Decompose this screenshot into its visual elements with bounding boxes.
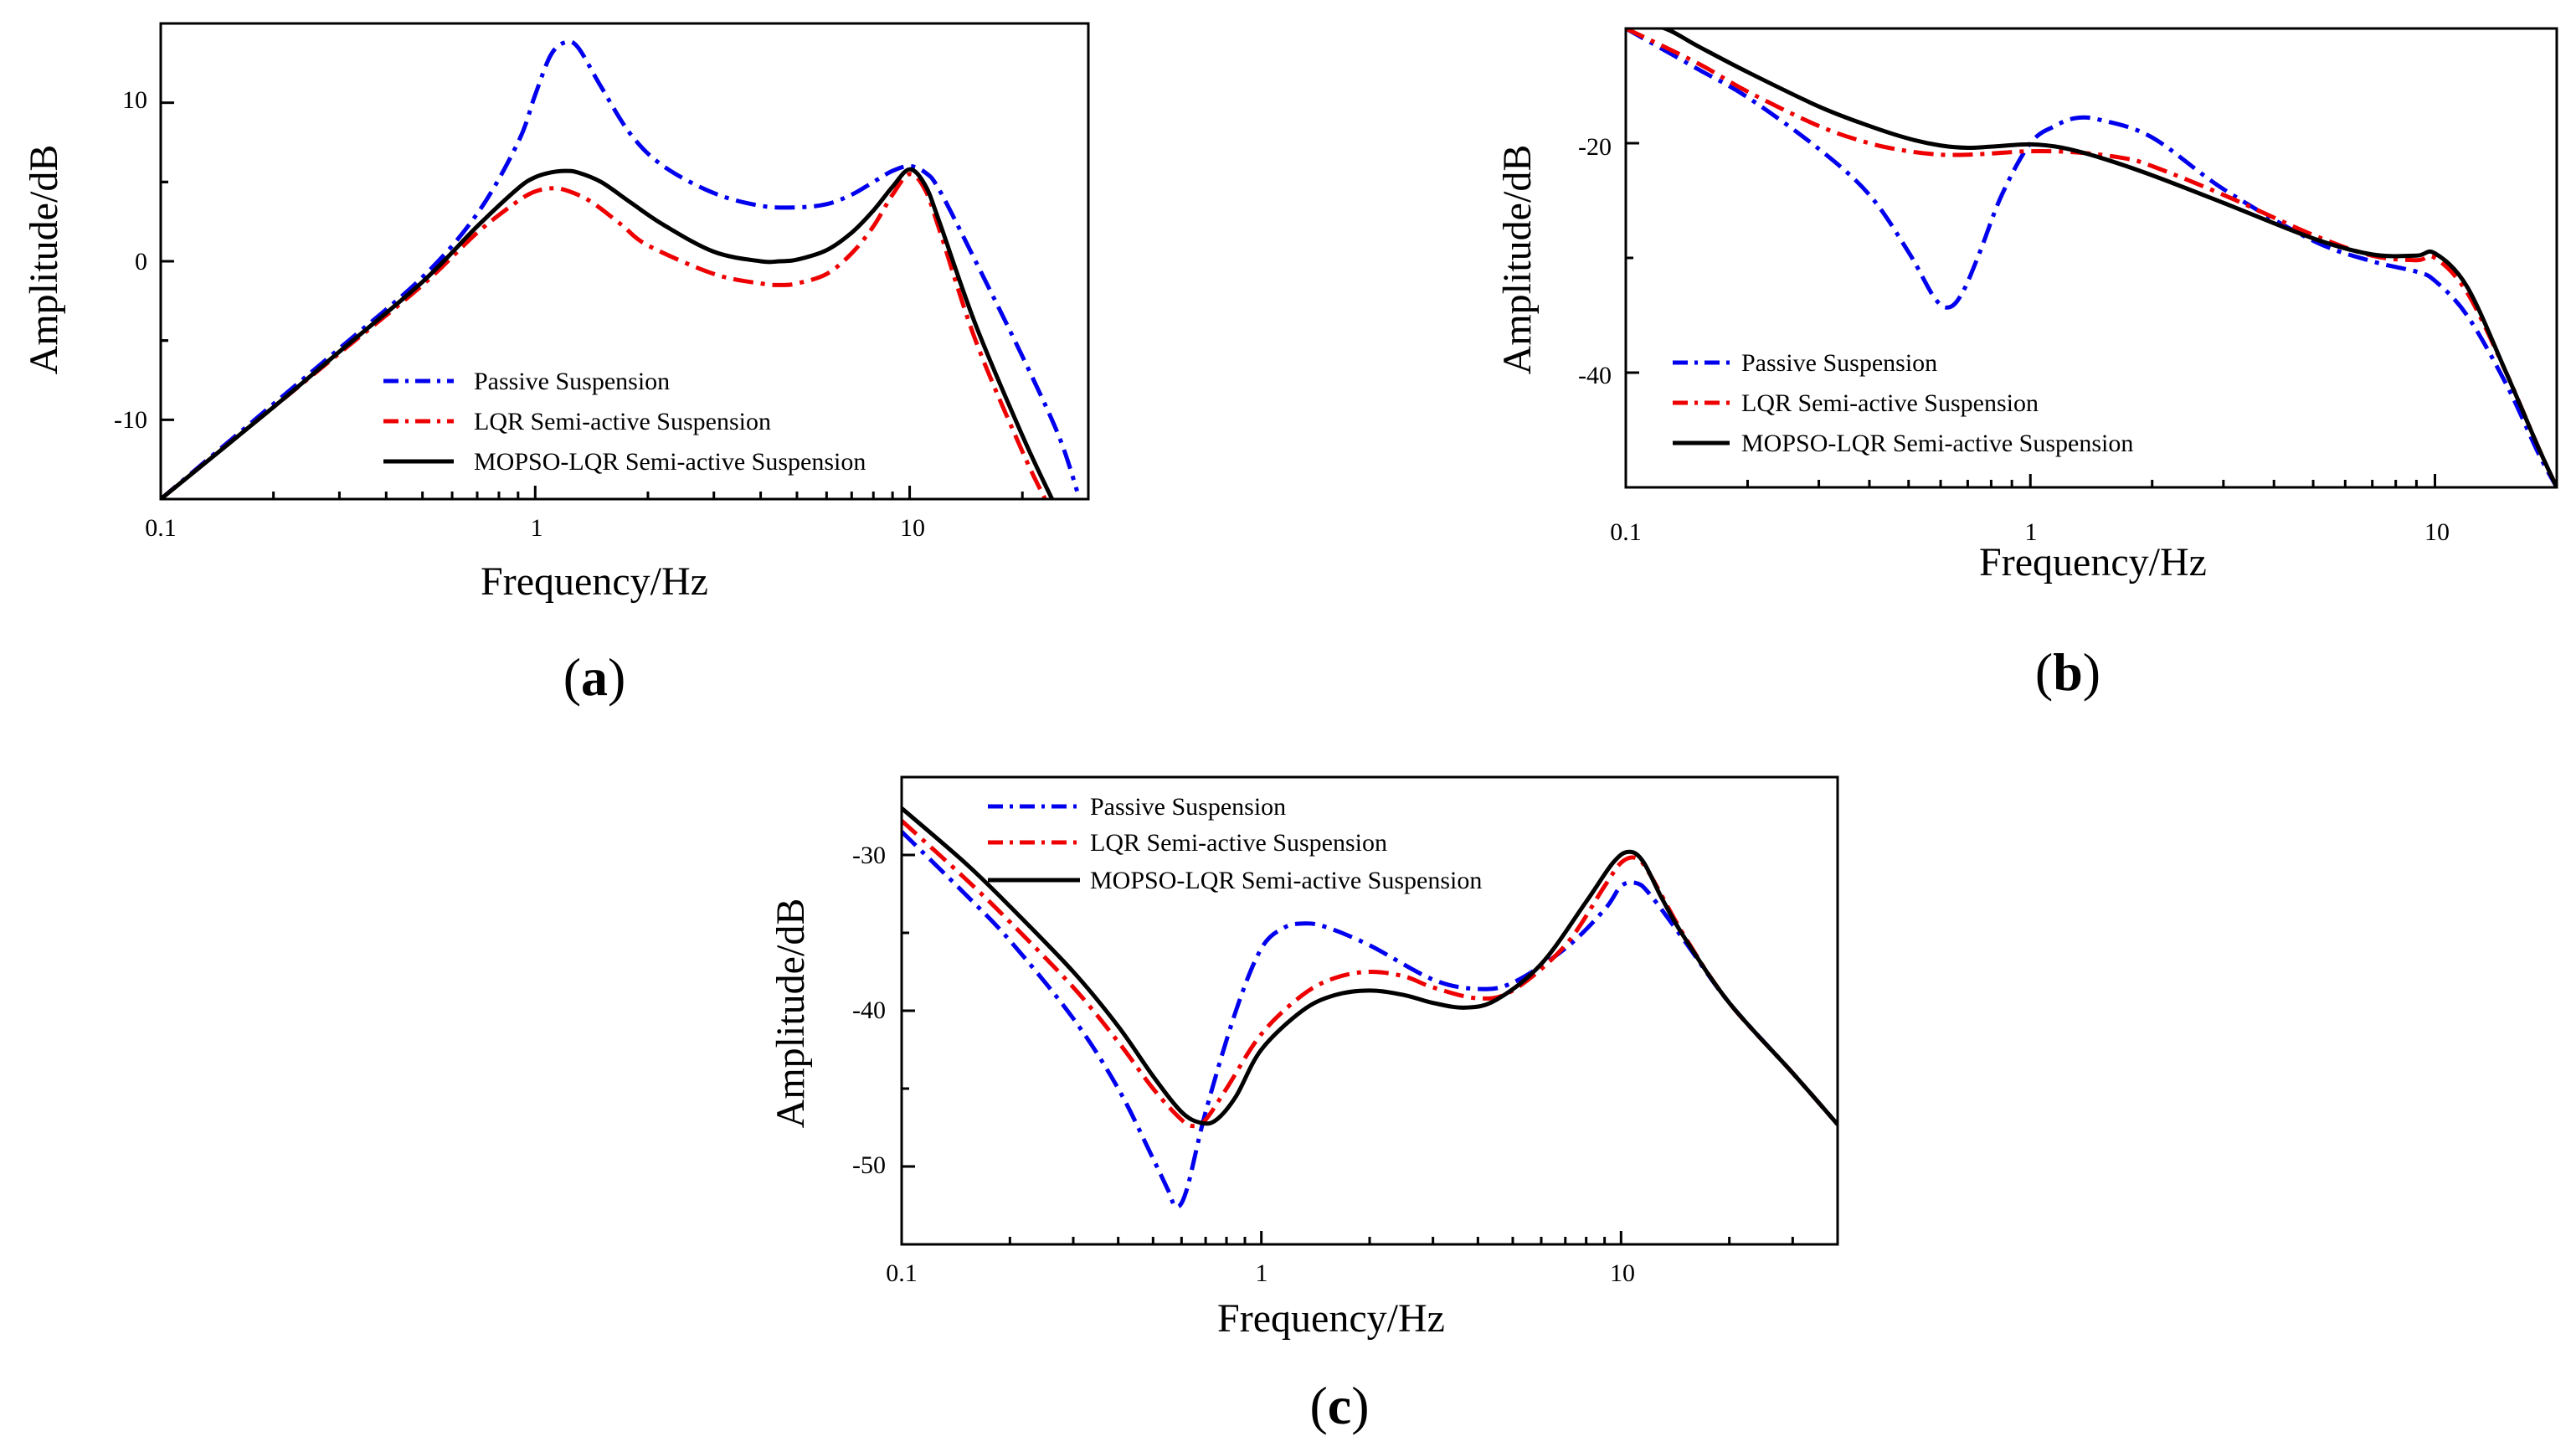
- legend-label: Passive Suspension: [1741, 349, 1937, 377]
- xtick-label: 0.1: [145, 514, 177, 542]
- ytick-label: 0: [135, 248, 147, 275]
- ytick-label: -50: [852, 1151, 886, 1179]
- legend-label: LQR Semi-active Suspension: [474, 408, 771, 435]
- legend-label: LQR Semi-active Suspension: [1741, 389, 2039, 417]
- series-line-passive: [1626, 28, 2557, 487]
- panel-a: 0.1 1 10 -10 0 10 Frequency/Hz Amplitude…: [22, 23, 1088, 707]
- legend-label: LQR Semi-active Suspension: [1090, 829, 1387, 857]
- legend: Passive Suspension LQR Semi-active Suspe…: [988, 793, 1482, 894]
- ytick-label: -20: [1578, 133, 1612, 161]
- legend-label: Passive Suspension: [1090, 793, 1286, 821]
- ytick-label: -10: [114, 406, 147, 434]
- xtick-label: 1: [1256, 1259, 1268, 1287]
- series-line-mopso: [1626, 19, 2557, 487]
- ytick-label: -40: [1578, 362, 1612, 389]
- panel-letter-a: (a): [563, 647, 626, 707]
- xtick-label: 0.1: [1610, 518, 1642, 546]
- legend-label: MOPSO-LQR Semi-active Suspension: [1741, 430, 2133, 457]
- panel-c: 0.1 1 10 -50 -40 -30 Frequency/Hz Amplit…: [769, 777, 1838, 1435]
- y-axis-label: Amplitude/dB: [22, 145, 66, 375]
- ytick-label: -30: [852, 842, 886, 869]
- xtick-label: 10: [2424, 518, 2450, 546]
- y-axis-label: Amplitude/dB: [769, 899, 813, 1129]
- legend: Passive Suspension LQR Semi-active Suspe…: [1673, 349, 2133, 457]
- legend-label: MOPSO-LQR Semi-active Suspension: [474, 448, 866, 476]
- x-axis-label: Frequency/Hz: [1217, 1296, 1445, 1341]
- plot-frame-b: [1626, 28, 2557, 487]
- xtick-label: 10: [900, 514, 925, 542]
- xtick-label: 1: [531, 514, 543, 542]
- panel-letter-c: (c): [1309, 1376, 1369, 1435]
- legend-label: Passive Suspension: [474, 368, 670, 395]
- ytick-label: -40: [852, 996, 886, 1024]
- legend: Passive Suspension LQR Semi-active Suspe…: [383, 368, 866, 476]
- series-line-lqr: [1626, 28, 2557, 487]
- xtick-label: 0.1: [886, 1259, 918, 1287]
- legend-label: MOPSO-LQR Semi-active Suspension: [1090, 867, 1482, 894]
- panel-letter-b: (b): [2035, 642, 2100, 702]
- y-axis-label: Amplitude/dB: [1495, 145, 1540, 375]
- figure: 0.1 1 10 -10 0 10 Frequency/Hz Amplitude…: [0, 0, 2576, 1447]
- panel-b: 0.1 1 10 -40 -20 Frequency/Hz Amplitude/…: [1495, 19, 2557, 702]
- x-axis-label: Frequency/Hz: [1979, 540, 2207, 584]
- xtick-label: 10: [1610, 1259, 1635, 1287]
- x-axis-label: Frequency/Hz: [481, 559, 708, 604]
- ytick-label: 10: [122, 86, 147, 114]
